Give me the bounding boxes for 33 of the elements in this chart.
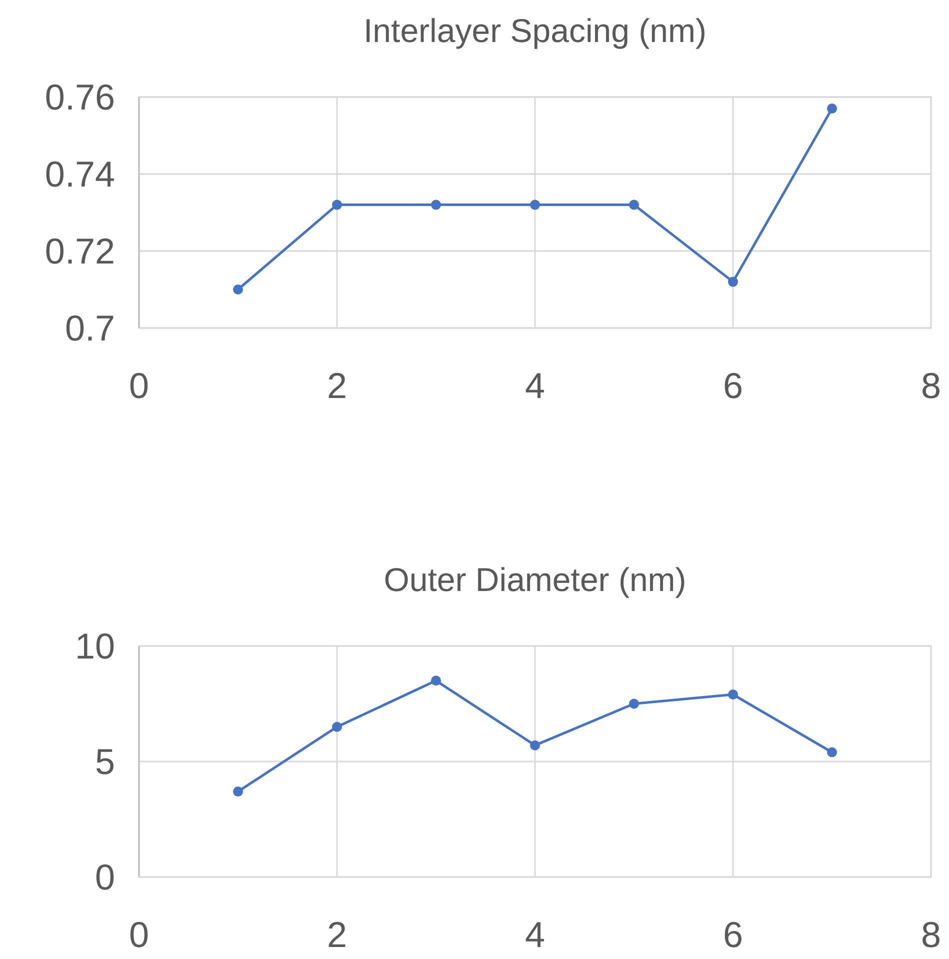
point — [431, 676, 441, 686]
x-tick-label: 0 — [128, 914, 150, 955]
point — [530, 740, 540, 750]
x-tick-label: 2 — [326, 365, 348, 406]
chart-title: Interlayer Spacing (nm) — [364, 12, 706, 49]
point — [629, 200, 639, 210]
point — [332, 200, 342, 210]
x-tick-label: 8 — [920, 914, 942, 955]
point — [827, 104, 837, 114]
point — [233, 284, 243, 294]
point — [629, 698, 639, 709]
y-tick-label: 5 — [94, 741, 115, 782]
x-tick-label: 4 — [524, 914, 546, 955]
x-tick-label: 8 — [920, 365, 942, 406]
y-tick-label: 0.72 — [44, 230, 115, 272]
y-tick-label: 0.7 — [64, 308, 115, 349]
y-tick-label: 0.74 — [44, 154, 115, 195]
point — [530, 200, 540, 210]
x-tick-label: 2 — [326, 914, 348, 955]
point — [728, 276, 738, 287]
point — [233, 786, 243, 797]
point — [728, 690, 738, 700]
point — [827, 747, 837, 758]
x-tick-label: 6 — [722, 365, 744, 406]
point — [431, 200, 441, 210]
x-tick-label: 6 — [722, 914, 744, 955]
y-tick-label: 0 — [94, 856, 115, 898]
x-tick-label: 4 — [524, 365, 546, 406]
y-tick-label: 10 — [74, 626, 115, 667]
x-tick-label: 0 — [128, 365, 150, 406]
point — [332, 722, 342, 732]
y-tick-label: 0.76 — [44, 76, 115, 118]
chart-title: Outer Diameter (nm) — [384, 561, 686, 598]
